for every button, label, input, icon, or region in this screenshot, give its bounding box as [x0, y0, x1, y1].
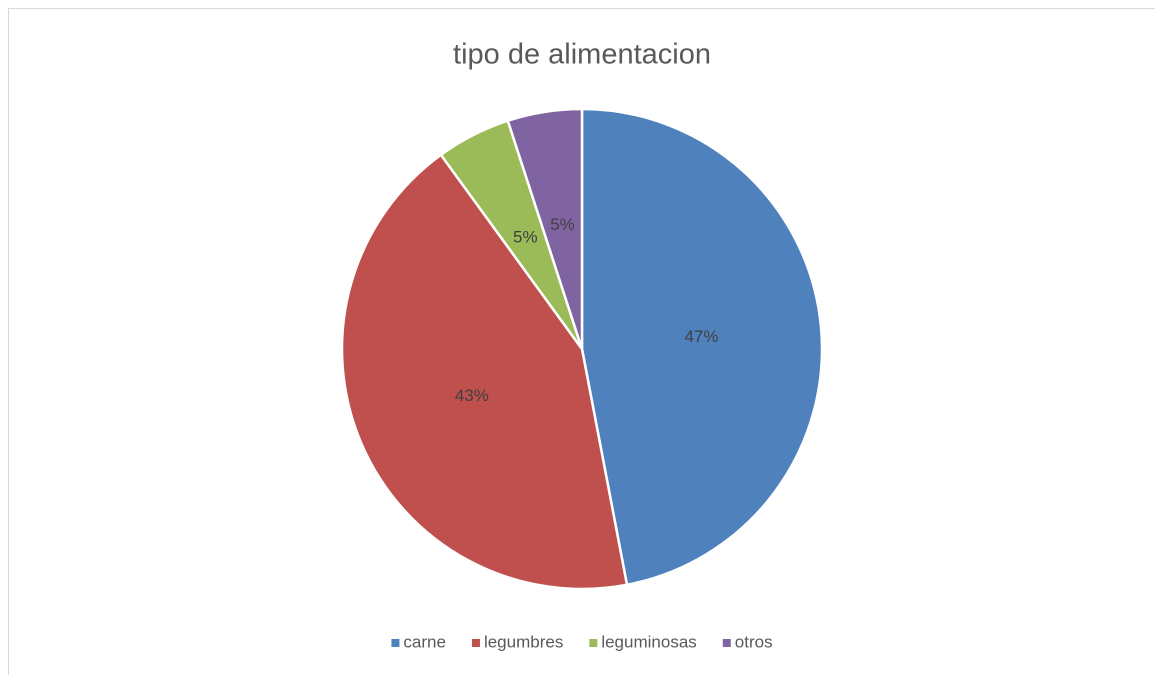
legend-label: leguminosas: [601, 632, 696, 651]
pie-slice: [580, 107, 824, 587]
legend-marker: [391, 639, 400, 647]
legend-marker: [589, 639, 598, 647]
pie-slice: [340, 153, 629, 591]
data-label: 47%: [684, 327, 718, 346]
pie-slice: [506, 107, 584, 350]
chart-title: tipo de alimentacion: [453, 39, 711, 71]
legend-marker: [722, 639, 731, 647]
legend-label: carne: [403, 632, 446, 651]
data-label: 43%: [455, 386, 489, 405]
legend-label: legumbres: [484, 632, 563, 651]
data-label: 5%: [550, 215, 575, 234]
legend-marker: [471, 639, 480, 647]
legend-label: otros: [735, 632, 773, 651]
data-label: 5%: [513, 227, 538, 246]
